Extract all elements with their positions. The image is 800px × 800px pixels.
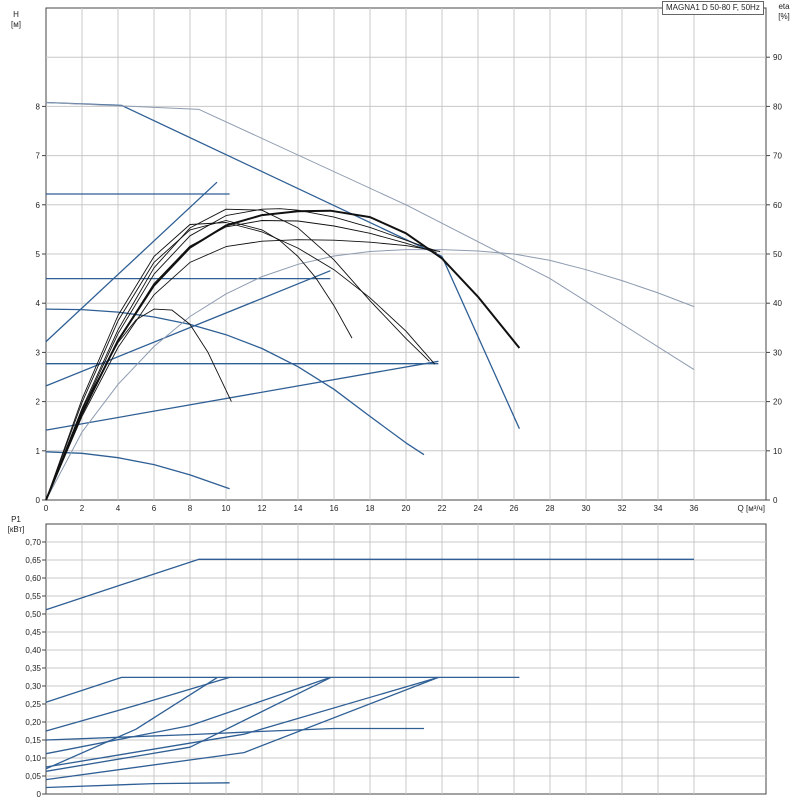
efficiency-curve <box>45 249 695 501</box>
efficiency-curve <box>45 208 437 501</box>
efficiency-curve <box>45 220 353 501</box>
bottom-y-tick-label: 0,45 <box>25 628 41 637</box>
bottom-y-tick-label: 0,40 <box>25 646 41 655</box>
top-y-tick-label: 4 <box>36 299 41 308</box>
top-y2-axis-unit: [%] <box>778 12 790 21</box>
bottom-y-tick-label: 0,20 <box>25 718 41 727</box>
top-y2-tick-label: 10 <box>773 447 782 456</box>
head-curve <box>441 256 520 429</box>
efficiency-curve <box>45 222 436 501</box>
top-x-tick-label: 36 <box>690 504 699 513</box>
bottom-y-tick-label: 0,15 <box>25 736 41 745</box>
head-curve <box>45 181 218 343</box>
bottom-y-axis-unit: [кВт] <box>8 525 25 534</box>
bottom-y-tick-label: 0,65 <box>25 556 41 565</box>
top-y-tick-label: 6 <box>36 201 41 210</box>
power-curve <box>45 727 424 741</box>
top-x-tick-label: 26 <box>510 504 519 513</box>
top-y-tick-label: 5 <box>36 250 41 259</box>
top-y2-axis-label: eta <box>778 2 790 11</box>
top-x-tick-label: 28 <box>546 504 555 513</box>
bottom-y-tick-label: 0,50 <box>25 610 41 619</box>
bottom-y-tick-label: 0,70 <box>25 538 41 547</box>
top-y-tick-label: 0 <box>36 496 41 505</box>
top-x-tick-label: 8 <box>188 504 193 513</box>
top-x-tick-label: 6 <box>152 504 157 513</box>
top-x-tick-label: 14 <box>294 504 303 513</box>
top-y-axis-label: H <box>13 10 19 19</box>
bottom-y-tick-label: 0,05 <box>25 772 41 781</box>
efficiency-curve <box>45 220 437 501</box>
power-curve <box>45 677 331 772</box>
top-x-tick-label: 12 <box>258 504 267 513</box>
head-curve <box>45 308 425 456</box>
top-x-tick-label: 16 <box>330 504 339 513</box>
chart-title: MAGNA1 D 50-80 F, 50Hz <box>662 1 764 15</box>
top-y-tick-label: 2 <box>36 398 41 407</box>
head-curve <box>45 102 695 371</box>
bottom-y-tick-label: 0,35 <box>25 664 41 673</box>
head-curve <box>45 270 331 387</box>
head-curve <box>45 360 439 431</box>
power-curve <box>45 676 520 703</box>
top-y2-tick-label: 30 <box>773 348 782 357</box>
bottom-y-tick-label: 0 <box>37 790 42 799</box>
head-curve <box>45 451 230 490</box>
top-x-tick-label: 10 <box>222 504 231 513</box>
top-y2-tick-label: 70 <box>773 152 782 161</box>
efficiency-curve <box>45 308 232 501</box>
top-y-tick-label: 8 <box>36 102 41 111</box>
efficiency-curve <box>45 239 441 501</box>
power-curve <box>45 676 439 781</box>
top-y-tick-label: 3 <box>36 348 41 357</box>
bottom-y-tick-label: 0,25 <box>25 700 41 709</box>
bottom-y-tick-label: 0,30 <box>25 682 41 691</box>
top-y2-tick-label: 60 <box>773 201 782 210</box>
top-x-tick-label: 20 <box>402 504 411 513</box>
power-curve <box>45 676 331 755</box>
power-curve <box>45 676 230 732</box>
top-y2-tick-label: 0 <box>773 496 778 505</box>
top-x-tick-label: 32 <box>618 504 627 513</box>
top-x-tick-label: 18 <box>366 504 375 513</box>
power-curve <box>45 782 230 789</box>
bottom-y-axis-label: P1 <box>11 515 21 524</box>
top-x-tick-label: 24 <box>474 504 483 513</box>
top-x-axis-label: Q [м³/ч] <box>738 504 765 513</box>
top-y2-tick-label: 20 <box>773 398 782 407</box>
top-y-tick-label: 1 <box>36 447 41 456</box>
top-y2-tick-label: 90 <box>773 53 782 62</box>
top-x-tick-label: 30 <box>582 504 591 513</box>
top-x-tick-label: 34 <box>654 504 663 513</box>
bottom-y-tick-label: 0,10 <box>25 754 41 763</box>
top-y-axis-unit: [м] <box>11 20 21 29</box>
bottom-y-tick-label: 0,55 <box>25 592 41 601</box>
top-x-tick-label: 4 <box>116 504 121 513</box>
top-x-tick-label: 22 <box>438 504 447 513</box>
efficiency-curve <box>45 208 430 501</box>
top-x-tick-label: 0 <box>44 504 49 513</box>
power-curve <box>45 676 439 768</box>
bottom-y-tick-label: 0,60 <box>25 574 41 583</box>
top-x-tick-label: 2 <box>80 504 85 513</box>
top-y2-tick-label: 50 <box>773 250 782 259</box>
power-curve <box>45 677 218 770</box>
power-curve <box>45 558 694 611</box>
top-y2-tick-label: 40 <box>773 299 782 308</box>
top-y2-tick-label: 80 <box>773 102 782 111</box>
top-y-tick-label: 7 <box>36 152 41 161</box>
